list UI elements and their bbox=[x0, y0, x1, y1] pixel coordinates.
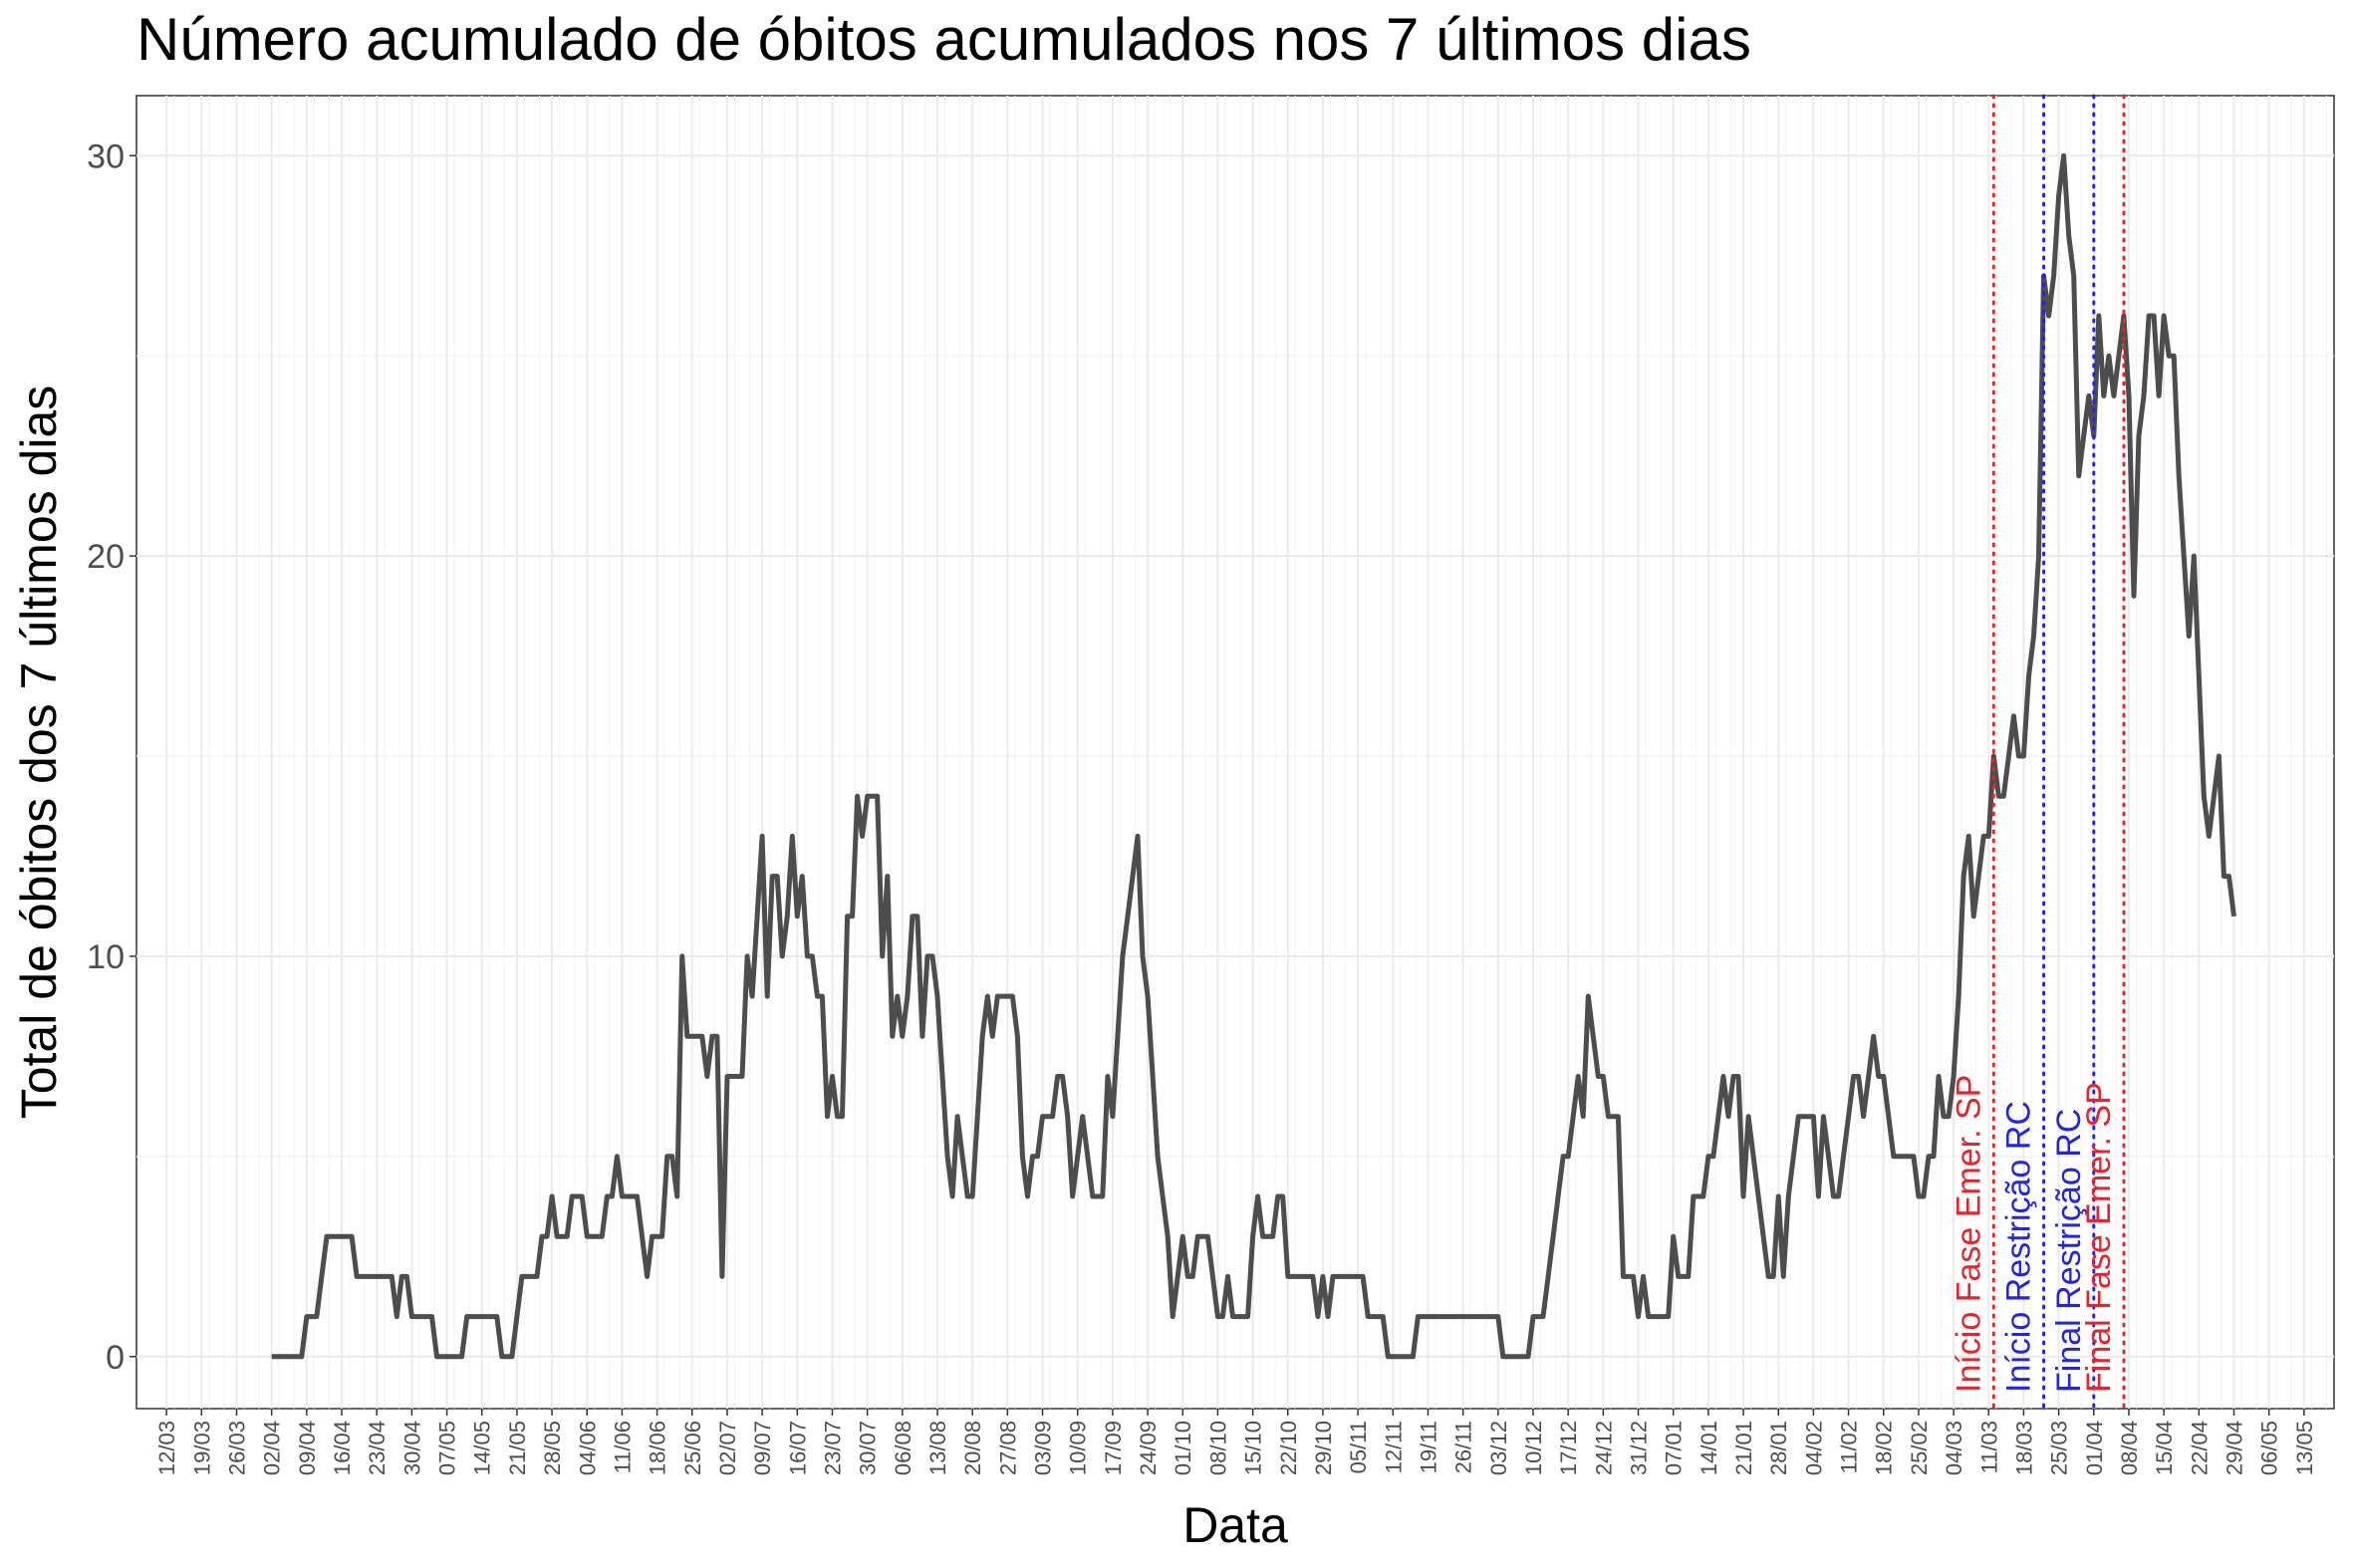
x-tick-label: 06/08 bbox=[891, 1421, 915, 1475]
x-tick-label: 29/10 bbox=[1311, 1421, 1336, 1475]
x-tick-label: 23/04 bbox=[365, 1421, 390, 1475]
x-tick-label: 25/03 bbox=[2047, 1421, 2072, 1475]
major-gridlines bbox=[136, 96, 2334, 1409]
x-tick-label: 14/01 bbox=[1697, 1421, 1721, 1475]
x-tick-label: 24/12 bbox=[1591, 1421, 1616, 1475]
x-tick-label: 18/06 bbox=[646, 1421, 670, 1475]
x-tick-label: 20/08 bbox=[960, 1421, 985, 1475]
x-tick-label: 17/09 bbox=[1101, 1421, 1126, 1475]
x-tick-label: 10/12 bbox=[1521, 1421, 1546, 1475]
x-tick-label: 16/04 bbox=[330, 1421, 355, 1475]
x-tick-label: 15/04 bbox=[2152, 1421, 2177, 1475]
x-tick-label: 13/05 bbox=[2292, 1421, 2317, 1475]
x-tick-label: 04/02 bbox=[1801, 1421, 1826, 1475]
x-tick-label: 03/12 bbox=[1486, 1421, 1511, 1475]
y-axis: 0 10 20 30 bbox=[87, 137, 136, 1377]
event-label: Início Fase Emer. SP bbox=[1950, 1075, 1987, 1393]
y-tick-label: 30 bbox=[87, 137, 125, 175]
x-tick-label: 01/04 bbox=[2082, 1421, 2107, 1475]
x-tick-label: 08/04 bbox=[2117, 1421, 2142, 1475]
x-tick-label: 27/08 bbox=[995, 1421, 1020, 1475]
x-tick-label: 09/04 bbox=[295, 1421, 320, 1475]
x-axis: 12/03 19/03 26/03 02/04 09/04 16/04 23/04 30/04… bbox=[154, 1409, 2317, 1475]
x-tick-label: 28/01 bbox=[1766, 1421, 1791, 1475]
x-tick-label: 05/11 bbox=[1346, 1421, 1371, 1473]
x-tick-label: 13/08 bbox=[925, 1421, 950, 1475]
x-tick-label: 25/02 bbox=[1907, 1421, 1932, 1475]
x-tick-label: 21/05 bbox=[505, 1421, 530, 1475]
x-tick-label: 19/03 bbox=[189, 1421, 214, 1475]
x-tick-label: 26/11 bbox=[1451, 1421, 1476, 1473]
x-tick-label: 10/09 bbox=[1066, 1421, 1091, 1475]
x-tick-label: 02/04 bbox=[260, 1421, 285, 1475]
y-tick-label: 10 bbox=[87, 938, 125, 976]
x-tick-label: 21/01 bbox=[1731, 1421, 1756, 1475]
x-tick-label: 04/06 bbox=[575, 1421, 600, 1475]
event-label: Final Fase Emer. SP bbox=[2080, 1082, 2118, 1393]
event-label: Final Restrição RC bbox=[2050, 1109, 2088, 1393]
x-tick-label: 19/11 bbox=[1416, 1421, 1440, 1473]
x-tick-label: 12/11 bbox=[1381, 1421, 1406, 1473]
x-tick-label: 11/06 bbox=[610, 1421, 635, 1473]
x-tick-label: 22/04 bbox=[2187, 1421, 2212, 1475]
y-axis-title: Total de óbitos dos 7 últimos dias bbox=[11, 386, 67, 1120]
x-tick-label: 14/05 bbox=[470, 1421, 495, 1475]
y-tick-label: 0 bbox=[106, 1339, 125, 1377]
x-tick-label: 29/04 bbox=[2222, 1421, 2246, 1475]
x-tick-label: 28/05 bbox=[540, 1421, 565, 1475]
x-tick-label: 11/03 bbox=[1976, 1421, 2001, 1473]
x-tick-label: 31/12 bbox=[1627, 1421, 1652, 1475]
series-layer bbox=[271, 152, 2236, 1360]
x-axis-title: Data bbox=[1182, 1497, 1288, 1553]
x-tick-label: 08/10 bbox=[1205, 1421, 1230, 1475]
x-tick-label: 24/09 bbox=[1136, 1421, 1161, 1475]
x-tick-label: 30/04 bbox=[399, 1421, 424, 1475]
chart-title: Número acumulado de óbitos acumulados no… bbox=[136, 6, 1751, 73]
x-tick-label: 01/10 bbox=[1171, 1421, 1195, 1475]
x-tick-label: 16/07 bbox=[785, 1421, 810, 1475]
x-tick-label: 23/07 bbox=[820, 1421, 845, 1475]
x-tick-label: 18/02 bbox=[1872, 1421, 1897, 1475]
y-tick-label: 20 bbox=[87, 538, 125, 576]
x-tick-label: 07/01 bbox=[1662, 1421, 1687, 1475]
x-tick-label: 25/06 bbox=[680, 1421, 705, 1475]
plot-border bbox=[135, 95, 2335, 1410]
x-tick-label: 12/03 bbox=[154, 1421, 179, 1475]
x-tick-label: 03/09 bbox=[1031, 1421, 1056, 1475]
x-tick-label: 18/03 bbox=[2011, 1421, 2036, 1475]
x-tick-label: 09/07 bbox=[750, 1421, 775, 1475]
x-tick-label: 02/07 bbox=[715, 1421, 740, 1475]
minor-gridlines bbox=[136, 96, 2334, 1409]
x-tick-label: 17/12 bbox=[1556, 1421, 1581, 1475]
event-lines: Início Fase Emer. SP Início Restrição RC F… bbox=[1950, 94, 2126, 1411]
x-tick-label: 07/05 bbox=[435, 1421, 460, 1475]
x-tick-label: 15/10 bbox=[1241, 1421, 1266, 1475]
x-tick-label: 04/03 bbox=[1942, 1421, 1966, 1475]
plot-panel: Início Fase Emer. SP Início Restrição RC F… bbox=[135, 94, 2335, 1411]
event-label: Início Restrição RC bbox=[2000, 1101, 2038, 1393]
x-tick-label: 26/03 bbox=[225, 1421, 250, 1475]
x-tick-label: 30/07 bbox=[856, 1421, 881, 1475]
x-tick-label: 06/05 bbox=[2257, 1421, 2282, 1475]
x-tick-label: 22/10 bbox=[1276, 1421, 1301, 1475]
x-tick-label: 11/02 bbox=[1837, 1421, 1862, 1473]
